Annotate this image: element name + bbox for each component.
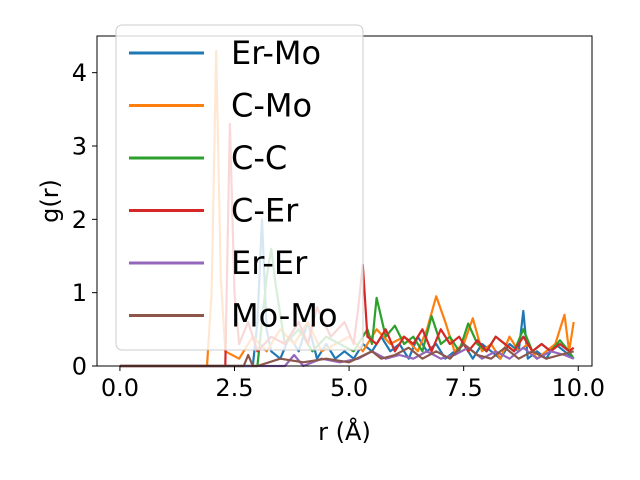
legend: Er-Mo C-Mo C-C C-Er Er-Er Mo-Mo [115,24,364,351]
y-tick-label: 4 [72,59,87,87]
x-tick-label: 7.5 [445,374,483,402]
x-tick-label: 2.5 [215,374,253,402]
y-tick-label: 2 [72,206,87,234]
legend-label-mo-mo: Mo-Mo [231,297,338,335]
y-axis-label: g(r) [36,179,64,223]
y-tick-label: 0 [72,353,87,381]
legend-label-er-er: Er-Er [231,244,308,282]
series-line-er-er [119,346,575,368]
x-tick-label: 10.0 [552,374,605,402]
x-tick-label: 0.0 [101,374,139,402]
y-tick-label: 3 [72,133,87,161]
x-tick-label: 5.0 [330,374,368,402]
legend-label-c-c: C-C [231,139,287,177]
y-tick-label: 1 [72,279,87,307]
legend-label-er-mo: Er-Mo [231,34,321,72]
x-axis-label: r (Å) [318,417,371,446]
legend-label-c-er: C-Er [231,192,299,230]
legend-label-c-mo: C-Mo [231,87,312,125]
